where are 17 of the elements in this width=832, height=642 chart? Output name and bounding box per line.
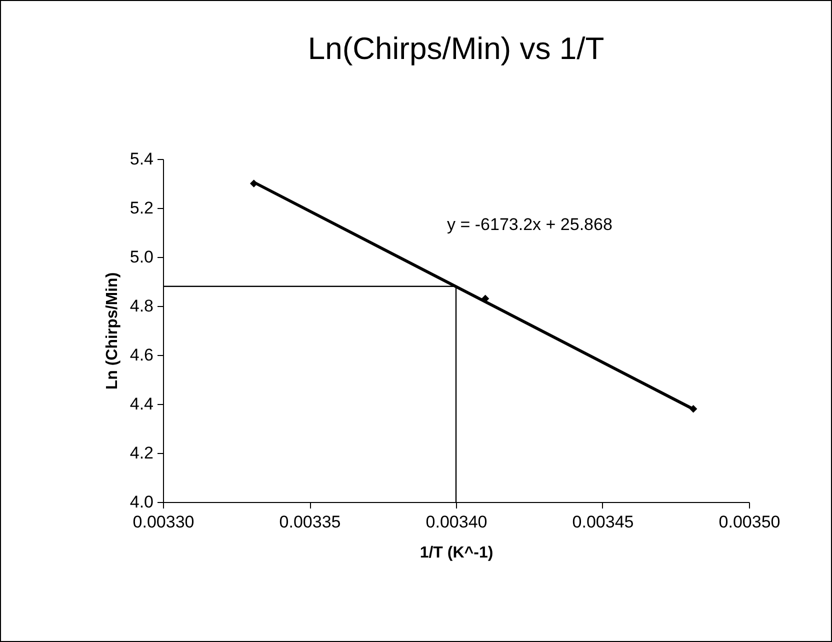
x-tick-label: 0.00335 [279, 512, 341, 532]
y-tick-label: 5.4 [130, 150, 154, 168]
y-tick-label: 4.8 [130, 296, 154, 316]
y-tick-label: 4.6 [130, 346, 154, 364]
y-axis-title: Ln (Chirps/Min) [104, 272, 121, 390]
x-tick-label: 0.00345 [572, 512, 634, 532]
y-tick-label: 4.0 [130, 492, 154, 512]
chart-title: Ln(Chirps/Min) vs 1/T [308, 31, 604, 66]
y-tick-label: 4.2 [130, 444, 154, 462]
x-tick-label: 0.00340 [426, 512, 488, 532]
annotation: y = -6173.2x + 25.868 [447, 215, 612, 234]
y-tick-label: 5.2 [130, 198, 154, 218]
x-tick-label: 0.00350 [718, 512, 780, 532]
x-axis-title: 1/T (K^-1) [420, 544, 494, 562]
y-tick-label: 4.4 [130, 394, 154, 414]
x-tick-label: 0.00330 [132, 512, 194, 532]
y-tick-label: 5.0 [130, 248, 154, 266]
